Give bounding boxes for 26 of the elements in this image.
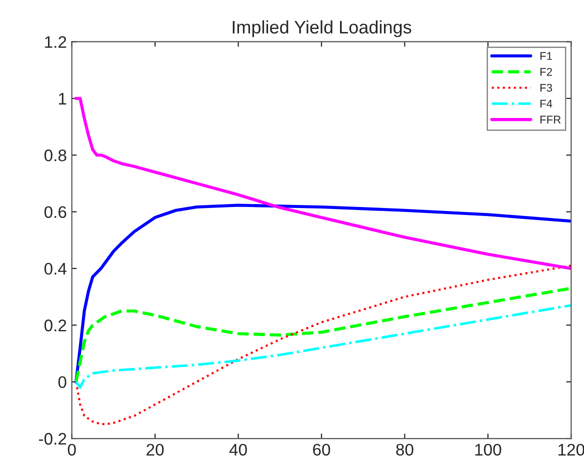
y-tick-label: 0.2 bbox=[44, 320, 66, 332]
legend-label: F4 bbox=[540, 100, 552, 108]
y-tick-label: 1.2 bbox=[45, 36, 66, 48]
legend-label: F2 bbox=[540, 68, 552, 76]
line-series bbox=[74, 304, 572, 389]
legend-label: FFR bbox=[540, 116, 561, 124]
x-tick-label: 20 bbox=[146, 444, 164, 456]
line-series bbox=[74, 264, 572, 426]
y-tick-label: 1 bbox=[58, 92, 66, 104]
x-tick-label: 40 bbox=[229, 444, 247, 456]
x-tick-label: 100 bbox=[475, 444, 502, 456]
x-tick-label: 120 bbox=[558, 444, 584, 456]
legend-label: F1 bbox=[540, 52, 552, 60]
line-series bbox=[74, 96, 572, 270]
y-tick-label: 0.8 bbox=[44, 150, 66, 162]
y-tick-label: 0.4 bbox=[44, 262, 66, 275]
x-tick-label: 80 bbox=[396, 444, 414, 456]
x-tick-label: 0 bbox=[68, 444, 76, 456]
y-tick-label: 0 bbox=[58, 376, 66, 388]
y-tick-label: -0.2 bbox=[38, 432, 66, 445]
x-tick-label: 60 bbox=[313, 444, 330, 456]
line-series bbox=[74, 204, 572, 384]
line-series bbox=[74, 286, 572, 384]
y-tick-label: 0.6 bbox=[44, 206, 66, 218]
legend-label: F3 bbox=[540, 84, 552, 92]
chart-title: Implied Yield Loadings bbox=[232, 20, 412, 38]
